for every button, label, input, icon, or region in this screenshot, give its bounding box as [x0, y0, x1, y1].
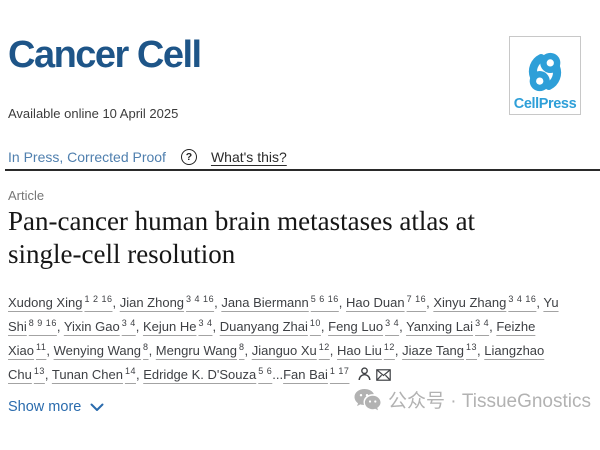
author-link[interactable]: Hao Liu 12: [337, 341, 395, 358]
in-press-status-link[interactable]: In Press, Corrected Proof: [8, 149, 166, 165]
chevron-down-icon: [90, 403, 104, 412]
show-more-button[interactable]: Show more: [8, 399, 104, 415]
author-link[interactable]: Fan Bai 1 17: [283, 365, 350, 382]
author-link[interactable]: Edridge K. D'Souza 5 6: [143, 365, 273, 382]
author-link[interactable]: Liangzhao Chu 13: [8, 343, 545, 382]
author-link[interactable]: Xinyu Zhang 3 4 16: [433, 293, 537, 310]
watermark: 公众号 · TissueGnostics: [354, 386, 591, 413]
author-link[interactable]: Yanxing Lai 3 4: [406, 317, 490, 334]
article-title: Pan-cancer human brain metastases atlas …: [8, 206, 476, 270]
author-link[interactable]: Jana Biermann 5 6 16: [221, 293, 339, 310]
author-link[interactable]: Wenying Wang 8: [53, 341, 149, 358]
author-link[interactable]: Xudong Xing 1 2 16: [8, 293, 113, 310]
cellpress-label: CellPress: [513, 96, 577, 112]
author-link[interactable]: Hao Duan 7 16: [346, 293, 427, 310]
author-link[interactable]: Mengru Wang 8: [155, 341, 245, 358]
author-link[interactable]: Feizhe Xiao 11: [8, 319, 536, 358]
author-link[interactable]: Duanyang Zhai 10: [219, 317, 321, 334]
question-mark-icon[interactable]: ?: [180, 149, 197, 165]
watermark-label: 公众号 · TissueGnostics: [387, 391, 591, 412]
author-link[interactable]: Feng Luo 3 4: [328, 317, 400, 334]
cellpress-logo[interactable]: CellPress: [509, 36, 581, 115]
email-icon[interactable]: [376, 369, 391, 381]
whats-this-link[interactable]: What's this?: [210, 149, 287, 165]
author-link[interactable]: Yixin Gao 3 4: [63, 317, 136, 334]
author-link[interactable]: Jian Zhong 3 4 16: [119, 293, 215, 310]
author-list: Xudong Xing 1 2 16, Jian Zhong 3 4 16, Jan…: [8, 293, 559, 382]
show-more-label: Show more: [8, 399, 82, 415]
journal-title[interactable]: Cancer Cell: [8, 34, 202, 76]
cellpress-swirl-icon: [522, 49, 568, 95]
status-bar: In Press, Corrected Proof ? What's this?: [8, 149, 287, 165]
author-contact-icons: [353, 367, 391, 382]
author-link[interactable]: Tunan Chen 14: [51, 365, 136, 382]
wechat-icon: [354, 388, 381, 412]
author-link[interactable]: Yu Shi 8 9 16: [8, 295, 559, 334]
available-online-date: Available online 10 April 2025: [8, 106, 179, 121]
author-profile-icon[interactable]: [358, 367, 371, 381]
article-type-label: Article: [8, 188, 45, 203]
author-link[interactable]: Kejun He 3 4: [142, 317, 213, 334]
author-link[interactable]: Jianguo Xu 12: [251, 341, 330, 358]
header-divider: [5, 169, 600, 171]
author-link[interactable]: Jiaze Tang 13: [402, 341, 478, 358]
